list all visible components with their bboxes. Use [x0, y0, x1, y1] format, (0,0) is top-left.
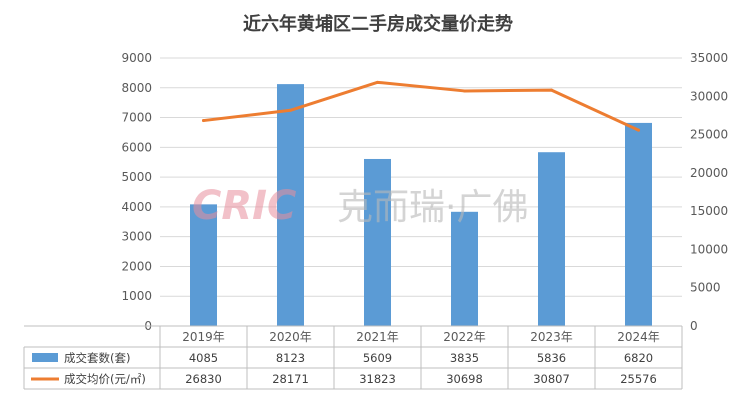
left-axis-tick-label: 5000 — [121, 170, 152, 184]
right-axis-tick-label: 5000 — [690, 281, 721, 295]
table-cell: 25576 — [620, 372, 657, 386]
line-point — [550, 88, 553, 92]
table-cell: 26830 — [185, 372, 222, 386]
bar — [451, 211, 478, 326]
right-axis-tick-label: 10000 — [690, 242, 728, 256]
table-cell: 6820 — [624, 351, 653, 365]
table-cell: 5609 — [363, 351, 392, 365]
right-axis-tick-label: 0 — [690, 319, 698, 333]
right-axis-ticks: 0 5000 10000 15000 20000 25000 30000 35000 — [690, 51, 728, 333]
left-axis-tick-label: 9000 — [121, 51, 152, 65]
left-axis-tick-label: 1000 — [121, 289, 152, 303]
right-axis-tick-label: 25000 — [690, 128, 728, 142]
left-axis-tick-label: 7000 — [121, 111, 152, 125]
legend-swatch-bar — [32, 353, 58, 362]
watermark-logo-text: CRIC — [192, 183, 296, 229]
line-point — [202, 119, 205, 123]
table-cell: 30807 — [533, 372, 570, 386]
left-axis-tick-label: 8000 — [121, 81, 152, 95]
right-axis-tick-label: 30000 — [690, 89, 728, 103]
right-axis-tick-label: 35000 — [690, 51, 728, 65]
chart-title: 近六年黄埔区二手房成交量价走势 — [243, 13, 513, 35]
table-cell: 5836 — [537, 351, 566, 365]
left-axis-tick-label: 3000 — [121, 230, 152, 244]
line-series — [202, 80, 640, 132]
left-axis-tick-label: 4000 — [121, 200, 152, 214]
legend-label: 成交套数(套) — [64, 351, 130, 365]
category-label: 2021年 — [356, 330, 399, 344]
category-label: 2020年 — [269, 330, 312, 344]
left-axis-tick-label: 2000 — [121, 259, 152, 273]
right-axis-tick-label: 15000 — [690, 204, 728, 218]
bar — [625, 122, 652, 326]
watermark: CRIC 克而瑞·广佛 — [192, 183, 528, 229]
bar — [538, 152, 565, 326]
left-axis-tick-label: 6000 — [121, 140, 152, 154]
category-label: 2023年 — [530, 330, 573, 344]
right-axis-tick-label: 20000 — [690, 166, 728, 180]
table-cell: 3835 — [450, 351, 479, 365]
line-point — [463, 89, 466, 93]
table-cell: 31823 — [359, 372, 396, 386]
bar — [364, 158, 391, 326]
line-point — [376, 80, 379, 84]
category-label: 2024年 — [617, 330, 660, 344]
category-label: 2022年 — [443, 330, 486, 344]
category-label: 2019年 — [182, 330, 225, 344]
bar-series — [190, 84, 652, 326]
table-cell: 28171 — [272, 372, 309, 386]
bar — [190, 204, 217, 326]
table-cell: 4085 — [189, 351, 218, 365]
table-cell: 30698 — [446, 372, 483, 386]
table-cell: 8123 — [276, 351, 305, 365]
bar — [277, 84, 304, 326]
legend-label: 成交均价(元/㎡) — [64, 372, 146, 386]
watermark-brand-text: 克而瑞·广佛 — [337, 187, 528, 228]
line-point — [289, 108, 292, 112]
line-point — [637, 128, 640, 132]
line-path — [202, 80, 640, 132]
